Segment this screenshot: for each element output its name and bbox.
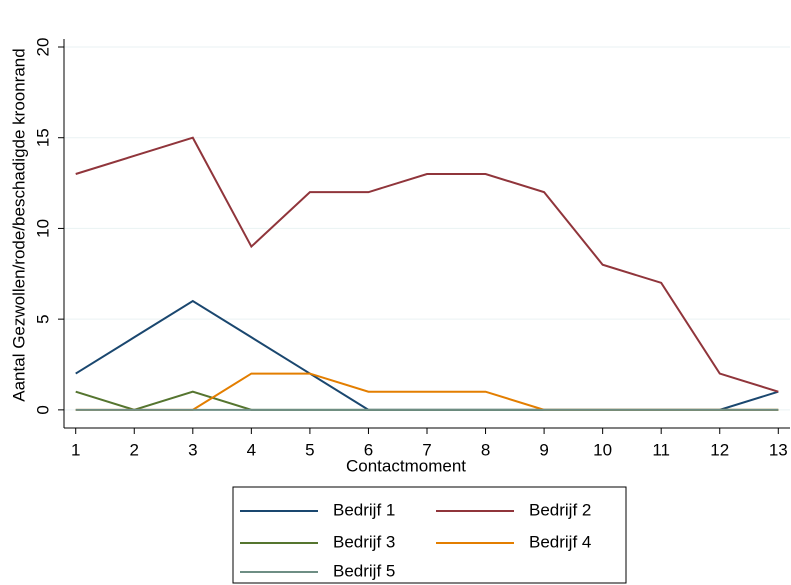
x-tick-label: 13 [769, 440, 788, 459]
x-tick-label: 8 [481, 440, 490, 459]
x-tick-label: 3 [188, 440, 197, 459]
x-tick-label: 2 [130, 440, 139, 459]
y-tick-label: 20 [33, 38, 52, 57]
x-tick-label: 1 [71, 440, 80, 459]
legend-label: Bedrijf 3 [333, 532, 395, 551]
x-tick-label: 4 [247, 440, 256, 459]
series-line [75, 372, 779, 411]
legend-label: Bedrijf 5 [333, 561, 395, 580]
series-line [75, 390, 779, 411]
series-line [75, 136, 779, 393]
x-tick-label: 6 [364, 440, 373, 459]
legend-label: Bedrijf 2 [529, 500, 591, 519]
x-tick-label: 11 [652, 440, 670, 459]
x-axis-label: Contactmoment [346, 456, 466, 475]
legend-box [232, 486, 627, 584]
y-tick-label: 10 [33, 219, 52, 238]
y-tick-label: 15 [33, 128, 52, 147]
y-axis-label: Aantal Gezwollen/rode/beschadigde kroonr… [9, 48, 28, 401]
x-tick-label: 12 [710, 440, 729, 459]
legend-label: Bedrijf 4 [529, 532, 591, 551]
x-tick-label: 9 [539, 440, 548, 459]
x-tick-label: 7 [422, 440, 431, 459]
x-tick-label: 5 [305, 440, 314, 459]
series-line [75, 299, 779, 411]
x-tick-label: 10 [593, 440, 612, 459]
y-tick-label: 5 [33, 314, 52, 323]
y-tick-label: 0 [33, 405, 52, 414]
legend-label: Bedrijf 1 [333, 500, 395, 519]
